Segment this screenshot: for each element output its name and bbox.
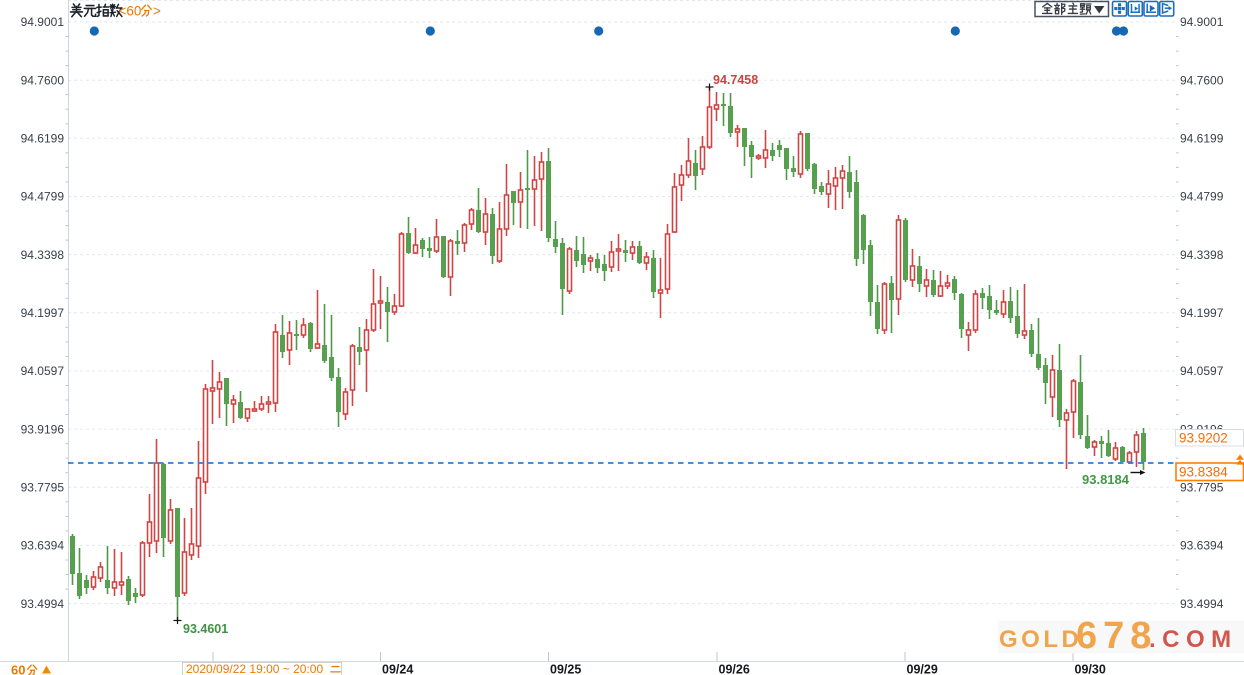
svg-text:94.3398: 94.3398 xyxy=(1180,248,1224,262)
svg-text:93.6394: 93.6394 xyxy=(21,539,65,553)
svg-text:09/26: 09/26 xyxy=(719,663,750,675)
svg-text:94.0597: 94.0597 xyxy=(21,364,65,378)
svg-text:09/29: 09/29 xyxy=(907,663,938,675)
svg-text:94.3398: 94.3398 xyxy=(21,248,65,262)
svg-text:93.8384: 93.8384 xyxy=(1179,465,1228,480)
svg-text:60: 60 xyxy=(11,663,25,675)
svg-text:93.4601: 93.4601 xyxy=(183,622,228,636)
svg-text:94.4799: 94.4799 xyxy=(1180,190,1224,204)
svg-text:678: 678 xyxy=(1076,615,1157,657)
svg-text:94.7600: 94.7600 xyxy=(1180,73,1224,87)
svg-text:93.4994: 93.4994 xyxy=(1180,597,1224,611)
svg-text:93.7795: 93.7795 xyxy=(1180,481,1224,495)
svg-text:94.4799: 94.4799 xyxy=(21,190,65,204)
svg-text:93.7795: 93.7795 xyxy=(21,481,65,495)
svg-text:09/25: 09/25 xyxy=(550,663,581,675)
svg-text:93.6394: 93.6394 xyxy=(1180,539,1224,553)
svg-text:GOLD: GOLD xyxy=(999,626,1082,653)
svg-text:93.9202: 93.9202 xyxy=(1179,431,1228,446)
svg-text:94.7458: 94.7458 xyxy=(713,73,758,87)
svg-text:2020/09/22 19:00 ~ 20:00: 2020/09/22 19:00 ~ 20:00 xyxy=(186,662,323,675)
svg-text:94.6199: 94.6199 xyxy=(21,132,65,146)
svg-text:94.9001: 94.9001 xyxy=(21,15,65,29)
svg-text:94.0597: 94.0597 xyxy=(1180,364,1224,378)
svg-text:09/24: 09/24 xyxy=(382,663,413,675)
svg-text:>: > xyxy=(153,4,161,19)
svg-text:94.7600: 94.7600 xyxy=(21,73,65,87)
svg-text:93.4994: 93.4994 xyxy=(21,597,65,611)
svg-text:94.1997: 94.1997 xyxy=(21,306,65,320)
svg-text:<60: <60 xyxy=(119,4,142,19)
svg-text:93.9196: 93.9196 xyxy=(21,422,65,436)
svg-text:.COM: .COM xyxy=(1149,626,1238,653)
svg-text:94.6199: 94.6199 xyxy=(1180,132,1224,146)
svg-text:94.9001: 94.9001 xyxy=(1180,15,1224,29)
svg-text:09/30: 09/30 xyxy=(1075,663,1106,675)
svg-text:94.1997: 94.1997 xyxy=(1180,306,1224,320)
svg-text:93.8184: 93.8184 xyxy=(1082,472,1130,487)
